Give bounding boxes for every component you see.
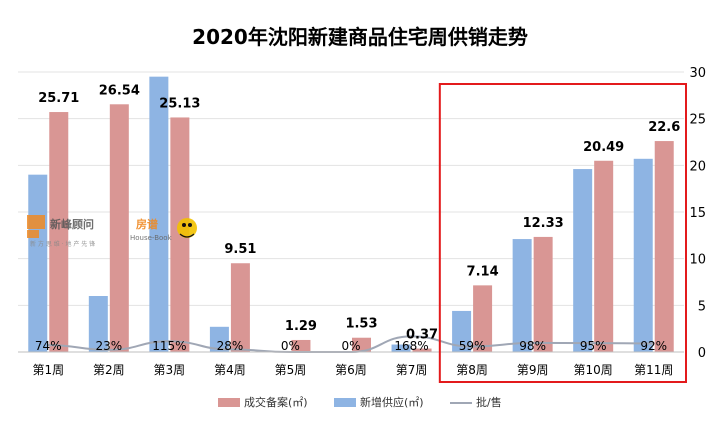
data-label-deals: 25.13: [159, 96, 200, 111]
data-label-ratio: 115%: [152, 339, 186, 353]
data-label-deals: 9.51: [224, 242, 256, 257]
x-tick-label: 第10周: [574, 363, 613, 377]
bar-supply-8: [452, 310, 472, 352]
bar-deals-6: [352, 337, 371, 352]
data-label-ratio: 0%: [281, 339, 300, 353]
bar-supply-10: [573, 169, 593, 352]
data-label-deals: 25.71: [38, 91, 79, 106]
data-label-deals: 26.54: [99, 83, 140, 98]
x-tick-label: 第1周: [32, 363, 64, 377]
watermark-logo-xinfeng: 新峰顾问 新 方 思 维 · 地 产 先 锋: [27, 215, 95, 248]
x-tick-label: 第6周: [335, 363, 367, 377]
legend-label-supply: 新增供应(㎡): [360, 395, 424, 409]
bar-deals-8: [473, 285, 493, 352]
watermark-logo1-text: 新峰顾问: [50, 217, 94, 231]
x-tick-label: 第4周: [214, 363, 246, 377]
data-label-deals: 1.29: [285, 319, 317, 334]
bar-supply-9: [512, 239, 532, 352]
data-label-deals: 0.37: [406, 328, 438, 343]
y-tick-label: 20: [689, 159, 706, 174]
axes: 0 5 10 15 20 25 30 第1周 第2周 第3周 第4周 第5周 第6周 第7周 第8周 第9周 第…: [18, 66, 706, 377]
x-tick-label: 第7周: [396, 363, 428, 377]
legend-label-ratio: 批/售: [476, 395, 502, 409]
gridlines: [18, 71, 684, 306]
data-label-deals: 22.6: [648, 120, 680, 135]
bar-deals-4: [230, 263, 250, 352]
bar-supply-1: [28, 174, 48, 352]
data-label-ratio: 23%: [95, 339, 122, 353]
data-label-ratio: 95%: [580, 339, 607, 353]
watermark-logo2-text: 房谱: [136, 217, 158, 231]
y-tick-label: 10: [689, 253, 706, 268]
x-tick-label: 第9周: [517, 363, 549, 377]
highlight-box: [438, 83, 687, 383]
legend: 成交备案(㎡) 新增供应(㎡) 批/售: [218, 395, 502, 409]
bar-deals-7: [412, 348, 432, 352]
data-label-deals: 20.49: [583, 140, 624, 155]
bar-supply-11: [633, 158, 653, 352]
data-label-deals: 1.53: [345, 317, 377, 332]
data-label-ratio: 28%: [217, 339, 244, 353]
legend-swatch-supply: [334, 398, 356, 407]
x-tick-label: 第5周: [275, 363, 307, 377]
bee-mascot-icon: [177, 218, 197, 238]
y-tick-label: 0: [698, 346, 706, 361]
x-tick-label: 第2周: [93, 363, 125, 377]
watermark-logo-housebook: 房谱 House-Book: [130, 217, 197, 242]
bar-deals-9: [533, 236, 553, 352]
y-tick-label: 30: [689, 66, 706, 81]
bar-supply-2: [88, 296, 108, 352]
x-tick-label: 第8周: [456, 363, 488, 377]
y-tick-label: 5: [698, 299, 706, 314]
chart-title: 2020年沈阳新建商品住宅周供销走势: [192, 25, 528, 49]
bar-deals-10: [594, 160, 614, 352]
bar-deals-11: [654, 141, 674, 352]
y-tick-label: 25: [689, 113, 706, 128]
legend-swatch-deals: [218, 398, 240, 407]
data-label-ratio: 59%: [459, 339, 486, 353]
data-labels: 25.71 26.54 25.13 9.51 1.29 1.53 0.37 7.14 12.33…: [35, 83, 680, 353]
data-label-deals: 7.14: [467, 264, 499, 279]
bar-supply-4: [209, 326, 229, 352]
bar-supply-3: [149, 76, 169, 353]
watermark-logo2-sub: House-Book: [130, 234, 173, 242]
y-tick-label: 15: [689, 206, 706, 221]
data-label-ratio: 74%: [35, 339, 62, 353]
watermark-logo1-sub: 新 方 思 维 · 地 产 先 锋: [30, 240, 95, 248]
bar-deals-5: [291, 339, 311, 352]
legend-label-deals: 成交备案(㎡): [244, 395, 308, 409]
bar-deals-2: [109, 104, 129, 352]
x-tick-label: 第3周: [154, 363, 186, 377]
data-label-deals: 12.33: [523, 216, 564, 231]
data-label-ratio: 98%: [519, 339, 546, 353]
data-label-ratio: 0%: [341, 339, 360, 353]
data-label-ratio: 168%: [394, 339, 428, 353]
bar-deals-1: [49, 112, 69, 352]
bar-supply-7: [391, 344, 411, 352]
x-tick-label: 第11周: [634, 363, 673, 377]
data-label-ratio: 92%: [640, 339, 667, 353]
